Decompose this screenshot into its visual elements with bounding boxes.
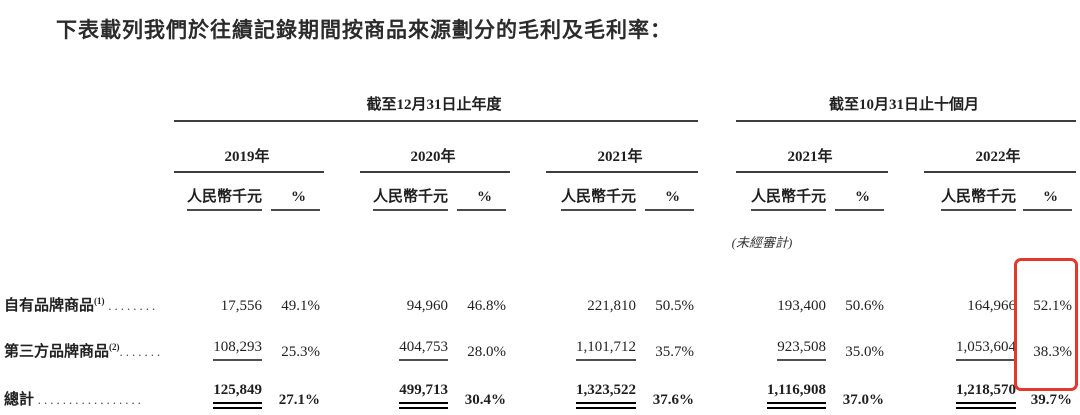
- year-2020: 2020年: [360, 121, 510, 173]
- cell-total-value: 1,116,908: [736, 365, 830, 413]
- subheader-amount: 人民幣千元: [360, 172, 452, 215]
- column-gap: [698, 74, 736, 121]
- column-gap: [888, 121, 924, 172]
- cell-value: 46.8%: [467, 298, 506, 314]
- row-label-total: 總計 .................: [4, 392, 145, 408]
- cell-value: 35.0%: [845, 344, 885, 360]
- subheader-percent: %: [266, 172, 324, 215]
- cell-total-value: 125,849: [174, 365, 266, 413]
- footnote-marker: (1): [94, 296, 105, 306]
- column-gap: [324, 319, 360, 365]
- cell-value: 52.1%: [1033, 298, 1073, 314]
- row-label-third-party: 第三方品牌商品(2).......: [4, 342, 164, 361]
- row-label-own-brand: 自有品牌商品(1) ........: [4, 296, 159, 315]
- unaudited-note-row: (未經審計): [4, 215, 1076, 255]
- subheader-amount: 人民幣千元: [924, 172, 1020, 215]
- cell-total-value: 37.0%: [842, 392, 885, 408]
- cell-total-value: 30.4%: [464, 392, 506, 408]
- cell-value: 164,966: [967, 298, 1017, 314]
- year-2021-ten-months: 2021年: [736, 121, 889, 173]
- cell-value: 35.7%: [655, 344, 695, 360]
- cell-total-value: 27.1%: [278, 392, 320, 408]
- cell-value: 38.3%: [1033, 344, 1073, 360]
- year-2021: 2021年: [546, 121, 699, 173]
- column-gap: [510, 365, 546, 413]
- label-column-spacer: [4, 121, 174, 172]
- cell-value: 221,810: [587, 298, 636, 314]
- column-gap: [324, 121, 360, 172]
- column-gap: [324, 172, 360, 215]
- dot-leader: ........: [108, 298, 159, 313]
- cell-value: 404,753: [360, 319, 452, 365]
- group-header-ten-months: 截至10月31日止十個月: [736, 74, 1077, 122]
- label-column-spacer: [4, 172, 174, 215]
- subheader-amount: 人民幣千元: [174, 172, 266, 215]
- year-2019: 2019年: [174, 121, 324, 173]
- year-2022-ten-months: 2022年: [924, 121, 1077, 173]
- cell-value: 50.6%: [845, 298, 885, 314]
- subheader-percent: %: [1020, 172, 1076, 215]
- column-gap: [510, 172, 546, 215]
- table-row-own-brand: 自有品牌商品(1) ........ 17,556 49.1% 94,960 4…: [4, 255, 1076, 319]
- cell-total-value: 499,713: [360, 365, 452, 413]
- group-header-year-ended: 截至12月31日止年度: [174, 74, 699, 122]
- column-gap: [698, 172, 736, 215]
- column-gap: [888, 255, 924, 319]
- cell-value: 28.0%: [467, 344, 506, 360]
- dot-leader: .................: [37, 392, 145, 407]
- column-gap: [698, 365, 736, 413]
- subheader-percent: %: [452, 172, 510, 215]
- subheader-percent: %: [830, 172, 888, 215]
- column-gap: [324, 255, 360, 319]
- cell-value: 193,400: [777, 298, 827, 314]
- cell-value: 1,053,604: [924, 319, 1020, 365]
- label-column-spacer: [4, 74, 174, 121]
- column-gap: [888, 172, 924, 215]
- column-gap: [888, 365, 924, 413]
- table-row-third-party: 第三方品牌商品(2)....... 108,293 25.3% 404,753 …: [4, 319, 1076, 365]
- table-row-total: 總計 ................. 125,849 27.1% 499,7…: [4, 365, 1076, 413]
- cell-total-value: 1,323,522: [546, 365, 640, 413]
- cell-value: 25.3%: [281, 344, 320, 360]
- footnote-marker: (2): [109, 342, 120, 352]
- column-gap: [510, 319, 546, 365]
- subheader-amount: 人民幣千元: [736, 172, 830, 215]
- cell-value: 108,293: [174, 319, 266, 365]
- year-header-row: 2019年 2020年 2021年 2021年 2022年: [4, 121, 1077, 173]
- cell-value: 923,508: [736, 319, 830, 365]
- cell-value: 17,556: [220, 298, 262, 314]
- gross-profit-table: 截至12月31日止年度 截至10月31日止十個月 2019年 2020年 202…: [4, 74, 1077, 413]
- cell-value: 1,101,712: [546, 319, 640, 365]
- cell-total-value: 1,218,570: [924, 365, 1020, 413]
- cell-value: 50.5%: [655, 298, 695, 314]
- cell-value: 94,960: [406, 298, 448, 314]
- column-gap: [698, 121, 736, 172]
- column-gap: [510, 255, 546, 319]
- subheader-amount: 人民幣千元: [546, 172, 640, 215]
- subheader-row: 人民幣千元 % 人民幣千元 % 人民幣千元 % 人民幣千元 % 人民幣千元 %: [4, 172, 1076, 215]
- column-gap: [510, 121, 546, 172]
- cell-total-value: 39.7%: [1030, 392, 1073, 408]
- note-spacer: [4, 215, 698, 255]
- intro-paragraph: 下表載列我們於往績記錄期間按商品來源劃分的毛利及毛利率：: [56, 18, 672, 42]
- dot-leader: .......: [119, 344, 164, 359]
- group-header-row: 截至12月31日止年度 截至10月31日止十個月: [4, 74, 1077, 122]
- subheader-percent: %: [640, 172, 698, 215]
- column-gap: [698, 319, 736, 365]
- note-spacer: [830, 215, 1020, 255]
- column-gap: [324, 365, 360, 413]
- column-gap: [698, 255, 736, 319]
- unaudited-note: (未經審計): [731, 235, 793, 250]
- column-gap: [888, 319, 924, 365]
- cell-total-value: 37.6%: [652, 392, 695, 408]
- cell-value: 49.1%: [281, 298, 320, 314]
